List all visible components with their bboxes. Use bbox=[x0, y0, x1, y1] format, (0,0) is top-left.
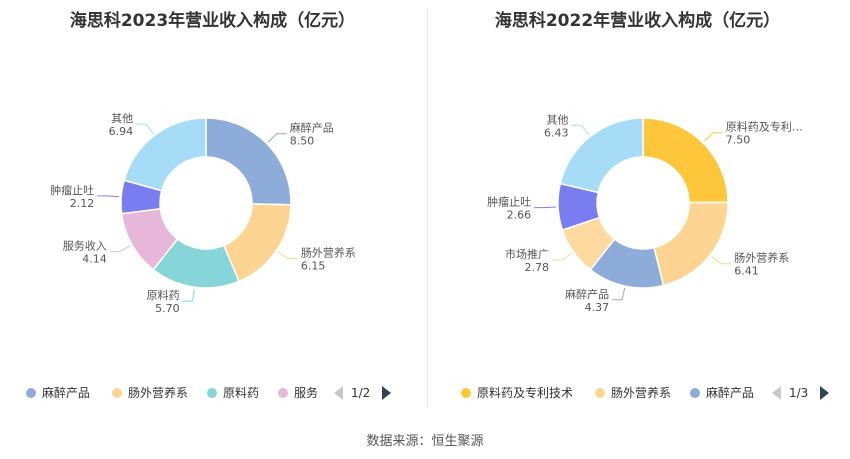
slice-label: 服务收入 bbox=[63, 239, 107, 253]
data-source: 数据来源：恒生聚源 bbox=[366, 434, 484, 449]
slice-label: 其他 bbox=[111, 112, 133, 125]
slice-value-label: 5.70 bbox=[155, 302, 180, 315]
chart-title: 海思科2023年营业收入构成（亿元） bbox=[69, 11, 356, 31]
label-leader-line bbox=[277, 251, 298, 260]
slice-label: 原料药及专利… bbox=[726, 120, 803, 134]
slice-value-label: 2.78 bbox=[525, 261, 550, 274]
slice-value-label: 6.15 bbox=[301, 260, 326, 273]
slice-value-label: 8.50 bbox=[290, 135, 315, 148]
pie-slice[interactable] bbox=[559, 117, 644, 194]
legend-label: 麻醉产品 bbox=[706, 386, 755, 400]
label-leader-line bbox=[612, 287, 626, 301]
legend-dot bbox=[112, 388, 122, 398]
chart-2022: 海思科2022年营业收入构成（亿元） 原料药及专利… 7.50 肠外营养系 6.41 麻… bbox=[425, 0, 850, 420]
chart-title: 海思科2022年营业收入构成（亿元） bbox=[494, 11, 781, 31]
slice-value-label: 6.41 bbox=[734, 265, 759, 278]
legend-2022: 原料药及专利技术 肠外营养系 麻醉产品 1/3 bbox=[425, 384, 850, 404]
label-leader-line bbox=[97, 195, 120, 198]
legend-label: 服务 bbox=[294, 386, 319, 400]
legend-dot bbox=[595, 388, 605, 398]
legend-dot bbox=[690, 388, 700, 398]
label-leader-line bbox=[267, 133, 287, 143]
legend-dot bbox=[461, 388, 471, 398]
legend-2023: 麻醉产品 肠外营养系 原料药 服务 1/2 bbox=[0, 384, 425, 404]
slice-label: 肿瘤止吐 bbox=[487, 195, 531, 209]
pie-slice[interactable] bbox=[123, 117, 207, 192]
prev-page-icon[interactable] bbox=[772, 386, 781, 400]
prev-page-icon[interactable] bbox=[334, 386, 343, 400]
label-leader-line bbox=[703, 132, 723, 142]
slice-label: 肠外营养系 bbox=[734, 251, 789, 265]
label-leader-line bbox=[534, 206, 557, 209]
label-leader-line bbox=[136, 123, 154, 135]
legend-label: 原料药及专利技术 bbox=[477, 386, 574, 400]
slice-value-label: 7.50 bbox=[726, 134, 751, 147]
legend-dot bbox=[207, 388, 217, 398]
chart-2023: 海思科2023年营业收入构成（亿元） 麻醉产品 8.50 肠外营养系 6.15 原料药 5… bbox=[0, 0, 425, 420]
page-indicator: 1/2 bbox=[351, 386, 371, 400]
panel-divider bbox=[427, 8, 428, 408]
slice-label: 肠外营养系 bbox=[301, 246, 356, 260]
slice-label: 原料药 bbox=[147, 288, 180, 302]
slice-label: 其他 bbox=[547, 113, 569, 126]
slice-value-label: 4.37 bbox=[585, 301, 610, 314]
legend-label: 麻醉产品 bbox=[42, 386, 91, 400]
pie-slice[interactable] bbox=[653, 201, 729, 287]
next-page-icon[interactable] bbox=[382, 386, 391, 400]
slice-value-label: 4.14 bbox=[82, 253, 107, 266]
legend-label: 原料药 bbox=[223, 386, 260, 400]
slice-value-label: 2.66 bbox=[507, 209, 532, 222]
legend-label: 肠外营养系 bbox=[611, 386, 672, 400]
pie-slice[interactable] bbox=[642, 117, 729, 204]
slice-label: 麻醉产品 bbox=[290, 121, 334, 135]
legend-dot bbox=[278, 388, 288, 398]
label-leader-line bbox=[552, 252, 573, 261]
label-leader-line bbox=[711, 255, 732, 265]
label-leader-line bbox=[571, 124, 590, 136]
slice-label: 市场推广 bbox=[505, 247, 549, 261]
slice-label: 麻醉产品 bbox=[565, 287, 609, 301]
next-page-icon[interactable] bbox=[820, 386, 829, 400]
legend-label: 肠外营养系 bbox=[128, 386, 189, 400]
slice-value-label: 6.94 bbox=[109, 125, 134, 138]
pie-slice[interactable] bbox=[205, 117, 292, 206]
slice-value-label: 6.43 bbox=[544, 126, 569, 139]
slice-label: 肿瘤止吐 bbox=[50, 183, 94, 197]
legend-dot bbox=[26, 388, 36, 398]
label-leader-line bbox=[109, 245, 131, 253]
page-indicator: 1/3 bbox=[789, 386, 809, 400]
slice-value-label: 2.12 bbox=[70, 197, 95, 210]
label-leader-line bbox=[182, 289, 195, 302]
